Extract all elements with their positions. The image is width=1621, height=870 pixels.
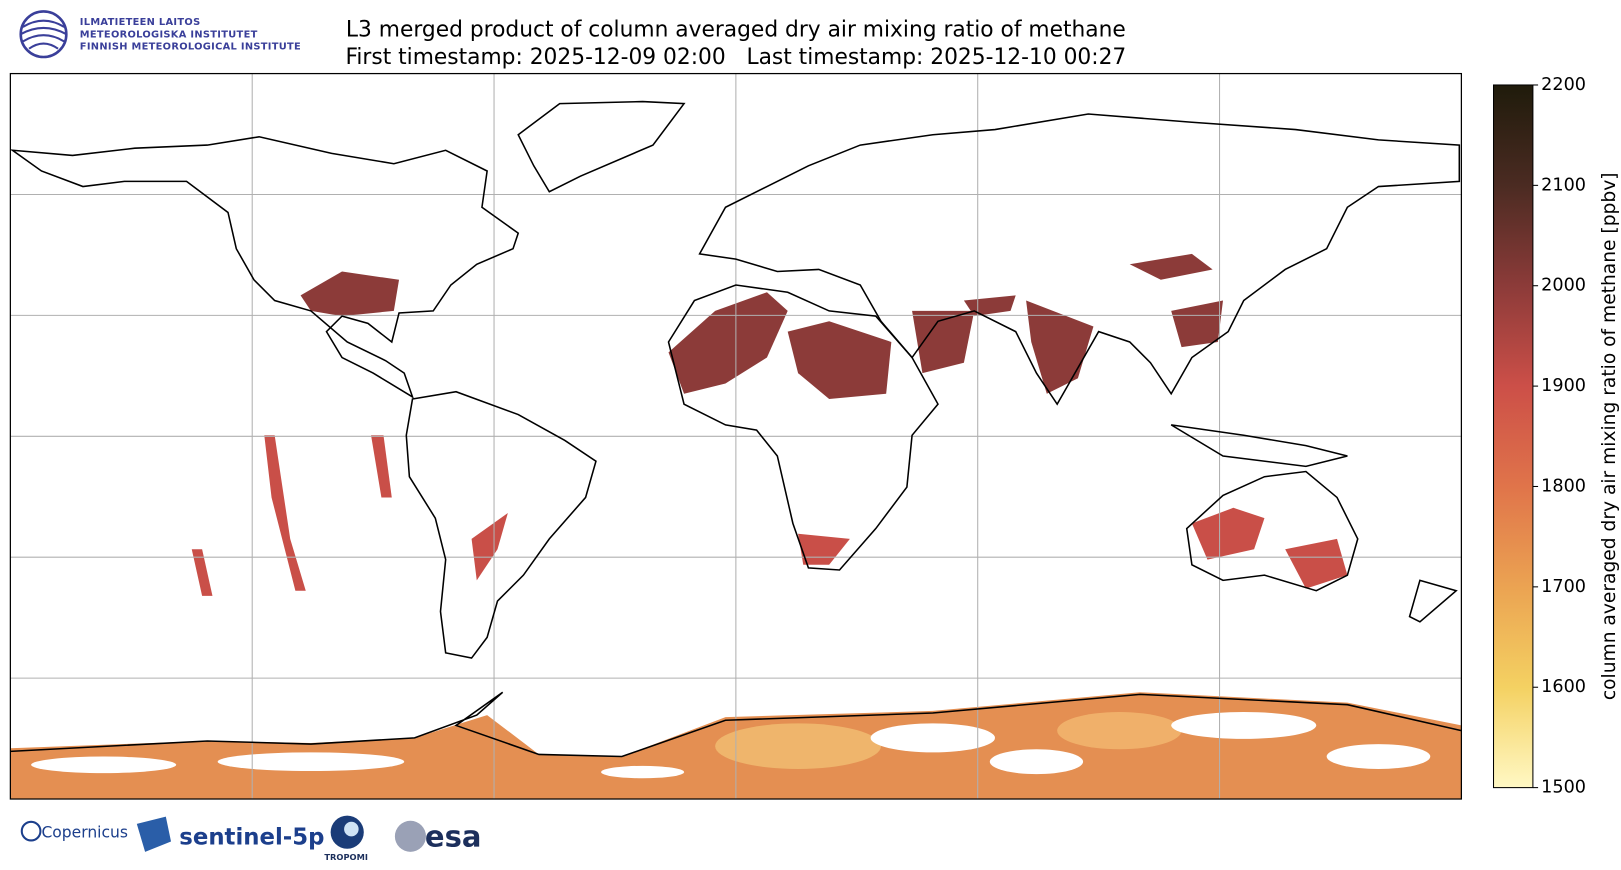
colorbar-tick-label: 1600	[1541, 677, 1586, 697]
coastlines	[10, 100, 1462, 758]
footer-logo: Copernicus	[41, 823, 128, 841]
logo-text: METEOROLOGISKA INSTITUTET	[80, 29, 258, 40]
subtitle: First timestamp: 2025-12-09 02:00 Last t…	[345, 45, 1126, 70]
map-frame	[9, 72, 1463, 800]
methane-patches-south	[191, 435, 1348, 596]
colorbar-label: column averaged dry air mixing ratio of …	[1599, 172, 1620, 700]
footer-logo: esa	[425, 820, 482, 854]
colorbar-tick-label: 2200	[1541, 75, 1586, 95]
footer-logo: TROPOMI	[324, 852, 368, 862]
colorbar-tick-label: 1900	[1541, 376, 1586, 396]
colorbar-tick-label: 1700	[1541, 577, 1586, 597]
map	[10, 73, 1462, 800]
footer-logos: Copernicus sentinel-5p TROPOMI esa	[20, 815, 482, 862]
logo-text: FINNISH METEOROLOGICAL INSTITUTE	[80, 42, 301, 53]
colorbar-tick-label: 2100	[1541, 175, 1586, 195]
footer-logo: sentinel-5p	[179, 825, 324, 851]
logo-text: ILMATIETEEN LAITOS	[80, 17, 201, 28]
title: L3 merged product of column averaged dry…	[346, 17, 1126, 42]
colorbar-tick-label: 2000	[1541, 276, 1586, 296]
colorbar	[1492, 84, 1534, 789]
methane-patches	[300, 253, 1224, 399]
colorbar-tick-label: 1800	[1541, 476, 1586, 496]
fmi-logo: ILMATIETEEN LAITOS METEOROLOGISKA INSTIT…	[19, 10, 301, 59]
colorbar-tick-label: 1500	[1541, 778, 1586, 798]
